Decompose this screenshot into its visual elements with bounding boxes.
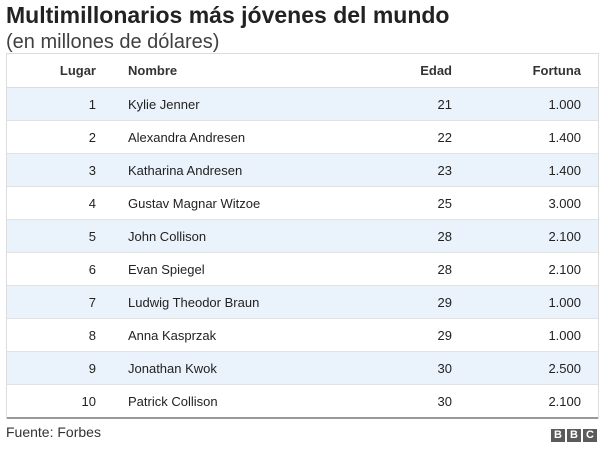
cell-rank: 8 (7, 318, 96, 352)
data-table: Lugar Nombre Edad Fortuna 1 Kylie Jenner 2… (6, 53, 599, 419)
table-row: 9 Jonathan Kwok 30 2.500 (7, 351, 598, 385)
cell-spacer (96, 186, 128, 220)
chart-subtitle: (en millones de dólares) (6, 31, 220, 53)
cell-spacer (96, 252, 128, 286)
cell-spacer (96, 120, 128, 154)
header-spacer (96, 54, 128, 88)
cell-spacer (96, 87, 128, 121)
table-row: 8 Anna Kasprzak 29 1.000 (7, 318, 598, 352)
cell-spacer (96, 318, 128, 352)
cell-rank: 3 (7, 153, 96, 187)
cell-age: 30 (382, 384, 452, 419)
cell-age: 29 (382, 318, 452, 352)
cell-fortune: 1.000 (452, 318, 598, 352)
cell-name: Ludwig Theodor Braun (128, 285, 382, 319)
cell-name: Gustav Magnar Witzoe (128, 186, 382, 220)
table-row: 10 Patrick Collison 30 2.100 (7, 384, 598, 419)
cell-spacer (96, 153, 128, 187)
bbc-logo: B B C (551, 429, 597, 442)
cell-name: John Collison (128, 219, 382, 253)
header-age: Edad (382, 54, 452, 88)
table-row: 3 Katharina Andresen 23 1.400 (7, 153, 598, 187)
header-name: Nombre (128, 54, 382, 88)
table-body: 1 Kylie Jenner 21 1.000 2 Alexandra Andresen 2… (7, 87, 598, 419)
cell-rank: 10 (7, 384, 96, 419)
cell-rank: 4 (7, 186, 96, 220)
table-row: 5 John Collison 28 2.100 (7, 219, 598, 253)
table-row: 2 Alexandra Andresen 22 1.400 (7, 120, 598, 154)
cell-fortune: 2.500 (452, 351, 598, 385)
table-row: 1 Kylie Jenner 21 1.000 (7, 87, 598, 121)
cell-rank: 6 (7, 252, 96, 286)
cell-fortune: 1.400 (452, 153, 598, 187)
cell-name: Evan Spiegel (128, 252, 382, 286)
cell-fortune: 2.100 (452, 384, 598, 419)
cell-age: 25 (382, 186, 452, 220)
table-row: 6 Evan Spiegel 28 2.100 (7, 252, 598, 286)
header-fortune: Fortuna (452, 54, 598, 88)
table-row: 4 Gustav Magnar Witzoe 25 3.000 (7, 186, 598, 220)
cell-fortune: 1.400 (452, 120, 598, 154)
bbc-logo-block: C (583, 429, 597, 442)
cell-rank: 2 (7, 120, 96, 154)
cell-age: 30 (382, 351, 452, 385)
bbc-logo-block: B (567, 429, 581, 442)
cell-fortune: 1.000 (452, 285, 598, 319)
cell-name: Katharina Andresen (128, 153, 382, 187)
cell-fortune: 3.000 (452, 186, 598, 220)
cell-name: Jonathan Kwok (128, 351, 382, 385)
bbc-logo-block: B (551, 429, 565, 442)
cell-name: Alexandra Andresen (128, 120, 382, 154)
cell-rank: 5 (7, 219, 96, 253)
table-row: 7 Ludwig Theodor Braun 29 1.000 (7, 285, 598, 319)
table-header-row: Lugar Nombre Edad Fortuna (7, 54, 598, 88)
chart-title: Multimillonarios más jóvenes del mundo (6, 2, 450, 28)
cell-name: Patrick Collison (128, 384, 382, 419)
cell-age: 22 (382, 120, 452, 154)
cell-spacer (96, 351, 128, 385)
cell-fortune: 2.100 (452, 219, 598, 253)
cell-name: Anna Kasprzak (128, 318, 382, 352)
source-note: Fuente: Forbes (6, 424, 101, 440)
cell-fortune: 2.100 (452, 252, 598, 286)
cell-age: 28 (382, 219, 452, 253)
cell-rank: 7 (7, 285, 96, 319)
cell-spacer (96, 384, 128, 419)
cell-age: 29 (382, 285, 452, 319)
cell-rank: 1 (7, 87, 96, 121)
cell-name: Kylie Jenner (128, 87, 382, 121)
cell-age: 21 (382, 87, 452, 121)
cell-spacer (96, 219, 128, 253)
header-rank: Lugar (7, 54, 96, 88)
cell-spacer (96, 285, 128, 319)
cell-age: 23 (382, 153, 452, 187)
cell-fortune: 1.000 (452, 87, 598, 121)
cell-age: 28 (382, 252, 452, 286)
cell-rank: 9 (7, 351, 96, 385)
